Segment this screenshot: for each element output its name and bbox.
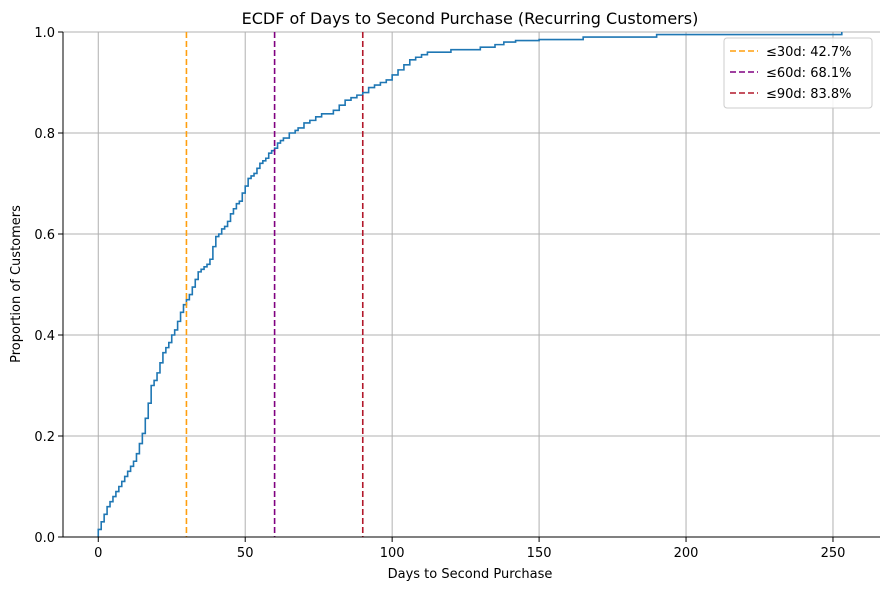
y-tick-label: 0.8	[34, 127, 55, 142]
legend: ≤30d: 42.7% ≤60d: 68.1% ≤90d: 83.8%	[723, 37, 873, 109]
y-axis-ticks: 0.0 0.2 0.4 0.6 0.8 1.0	[34, 26, 63, 546]
y-axis-label: Proportion of Customers	[9, 205, 24, 363]
legend-entry: ≤30d: 42.7%	[766, 45, 852, 60]
y-tick-label: 0.6	[34, 228, 55, 243]
chart-title: ECDF of Days to Second Purchase (Recurri…	[242, 9, 699, 28]
x-tick-label: 250	[821, 546, 846, 561]
y-tick-label: 1.0	[34, 26, 55, 41]
x-tick-label: 200	[674, 546, 699, 561]
legend-entry: ≤90d: 83.8%	[766, 87, 852, 102]
x-tick-label: 150	[527, 546, 552, 561]
y-tick-label: 0.2	[34, 430, 55, 445]
x-axis-ticks: 0 50 100 150 200 250	[94, 537, 845, 561]
legend-entry: ≤60d: 68.1%	[766, 66, 852, 81]
x-axis-label: Days to Second Purchase	[388, 567, 553, 582]
y-tick-label: 0.0	[34, 531, 55, 546]
x-tick-label: 50	[237, 546, 254, 561]
ecdf-step-line	[97, 32, 843, 537]
x-tick-label: 0	[94, 546, 102, 561]
x-tick-label: 100	[380, 546, 405, 561]
series-group	[97, 32, 843, 537]
reference-lines	[185, 32, 364, 537]
y-tick-label: 0.4	[34, 329, 55, 344]
legend-box	[723, 37, 873, 109]
